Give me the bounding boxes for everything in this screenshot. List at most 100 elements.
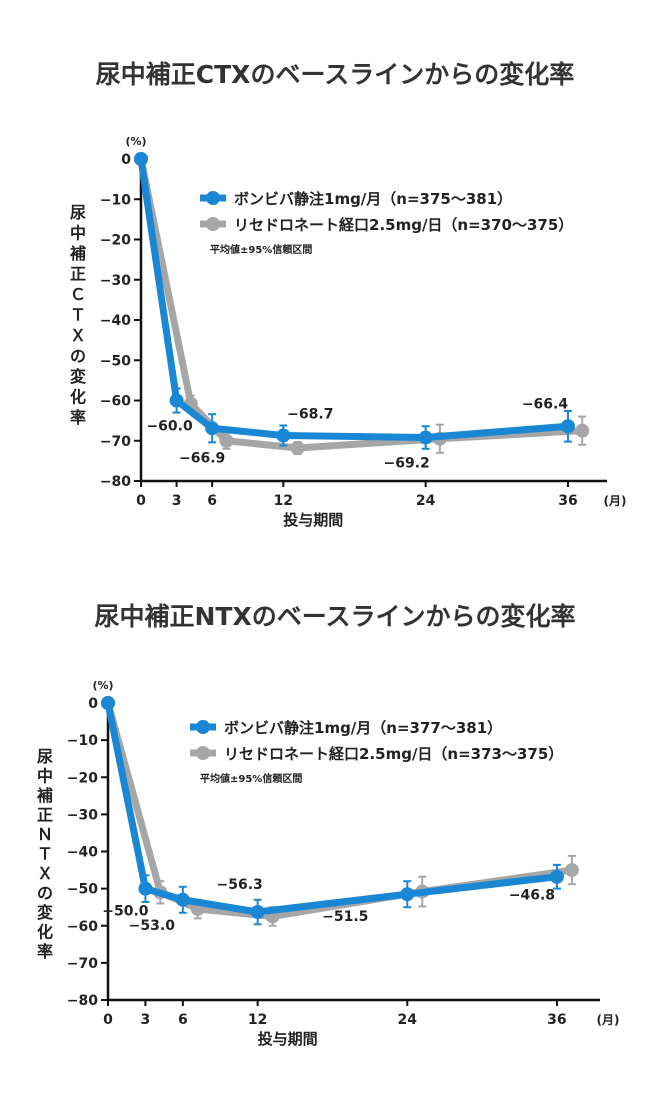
- data-label: −50.0: [102, 904, 149, 920]
- y-axis-label-char: Ｘ: [70, 326, 86, 345]
- y-axis-label-char: の: [70, 347, 86, 366]
- y-axis-label-char: Ｎ: [37, 825, 53, 844]
- y-axis-label-char: 中: [70, 224, 86, 243]
- legend-label: ボンビバ静注1mg/月（n=377〜381）: [224, 719, 502, 737]
- y-axis-label-char: 変: [37, 903, 53, 922]
- ci-note: 平均値±95%信頼区間: [200, 772, 302, 785]
- y-axis-label-char: Ｘ: [37, 864, 53, 883]
- data-point: [205, 421, 220, 436]
- legend-swatch-marker: [206, 191, 220, 205]
- y-axis-label-char: の: [37, 884, 53, 903]
- data-point: [101, 696, 115, 710]
- y-tick-label: −60: [100, 394, 131, 410]
- y-unit: (%): [92, 679, 113, 692]
- y-axis-label-char: 中: [37, 767, 53, 786]
- series-line-0: [104, 702, 558, 916]
- legend-swatch-marker: [196, 720, 210, 734]
- data-point: [564, 863, 579, 878]
- x-tick-label: 12: [274, 493, 293, 509]
- y-tick-label: 0: [88, 696, 98, 712]
- legend-swatch-marker: [206, 217, 220, 231]
- x-unit: (月): [604, 494, 627, 508]
- data-point: [276, 428, 291, 443]
- x-tick-label: 36: [558, 493, 577, 509]
- y-axis-label-char: 補: [36, 786, 53, 805]
- y-tick-label: −30: [67, 807, 98, 823]
- y-tick-label: −70: [67, 956, 98, 972]
- y-axis-label-char: 尿: [70, 203, 86, 222]
- x-tick-label: 24: [398, 1012, 418, 1028]
- y-tick-label: −20: [100, 233, 131, 249]
- data-label: −56.3: [216, 877, 262, 893]
- y-axis-label-char: Ｃ: [70, 285, 86, 304]
- data-point: [290, 440, 305, 455]
- y-axis-label-char: 正: [37, 806, 53, 825]
- x-tick-label: 0: [136, 493, 146, 509]
- x-tick-label: 0: [103, 1012, 113, 1028]
- ci-note: 平均値±95%信頼区間: [210, 243, 312, 256]
- legend-label: リセドロネート経口2.5mg/日（n=373〜375）: [224, 745, 563, 763]
- y-tick-label: −50: [100, 353, 131, 369]
- y-tick-label: −50: [67, 882, 98, 898]
- y-tick-label: −80: [67, 993, 98, 1009]
- data-point: [575, 423, 590, 438]
- data-label: −66.4: [522, 396, 569, 412]
- y-axis-label-char: 正: [70, 265, 86, 284]
- y-tick-label: 0: [121, 152, 131, 168]
- y-axis-label-char: Ｔ: [37, 845, 53, 864]
- x-tick-label: 36: [547, 1012, 566, 1028]
- legend-label: リセドロネート経口2.5mg/日（n=370〜375）: [234, 216, 573, 234]
- y-tick-label: −60: [67, 919, 98, 935]
- x-unit: (月): [597, 1013, 620, 1027]
- data-label: −51.5: [322, 909, 368, 925]
- y-tick-label: −40: [67, 845, 98, 861]
- data-point: [138, 881, 153, 896]
- y-tick-label: −80: [100, 474, 131, 490]
- y-tick-label: −10: [100, 192, 131, 208]
- data-point: [418, 430, 433, 445]
- x-tick-label: 6: [178, 1012, 188, 1028]
- data-point: [219, 433, 234, 448]
- y-unit: (%): [125, 135, 146, 148]
- series-line-0: [137, 158, 569, 442]
- x-tick-label: 12: [248, 1012, 267, 1028]
- data-label: −68.7: [287, 407, 333, 423]
- data-point: [400, 887, 415, 902]
- data-label: −69.2: [383, 456, 429, 472]
- data-point: [549, 869, 564, 884]
- data-label: −53.0: [129, 918, 176, 934]
- legend-label: ボンビバ静注1mg/月（n=375〜381）: [234, 190, 512, 208]
- chart-title-ctx: 尿中補正CTXのベースラインからの変化率: [95, 60, 575, 89]
- chart-title-ntx: 尿中補正NTXのベースラインからの変化率: [94, 602, 576, 631]
- y-tick-label: −40: [100, 313, 131, 329]
- data-point: [169, 393, 184, 408]
- y-axis-label-char: 率: [70, 408, 86, 427]
- y-tick-label: −30: [100, 273, 131, 289]
- y-axis-label-char: 率: [37, 942, 53, 961]
- x-tick-label: 6: [207, 493, 217, 509]
- data-label: −66.9: [179, 450, 225, 466]
- y-axis-label-char: Ｔ: [70, 306, 86, 325]
- data-point: [560, 419, 575, 434]
- y-tick-label: −10: [67, 733, 98, 749]
- data-label: −46.8: [509, 888, 555, 904]
- y-axis-label-char: 化: [37, 923, 53, 942]
- x-tick-label: 3: [141, 1012, 151, 1028]
- data-label: −60.0: [146, 419, 193, 435]
- x-axis-label: 投与期間: [258, 1030, 318, 1048]
- y-axis-label-char: 変: [70, 367, 86, 386]
- legend-swatch-marker: [196, 746, 210, 760]
- x-tick-label: 24: [416, 493, 436, 509]
- y-tick-label: −20: [67, 770, 98, 786]
- data-point: [175, 892, 190, 907]
- y-axis-label-char: 化: [70, 388, 86, 407]
- data-point: [134, 152, 148, 166]
- y-tick-label: −70: [100, 434, 131, 450]
- y-axis-label-char: 尿: [37, 747, 53, 766]
- y-axis-label-char: 補: [69, 244, 86, 263]
- x-axis-label: 投与期間: [283, 511, 343, 529]
- data-point: [250, 905, 265, 920]
